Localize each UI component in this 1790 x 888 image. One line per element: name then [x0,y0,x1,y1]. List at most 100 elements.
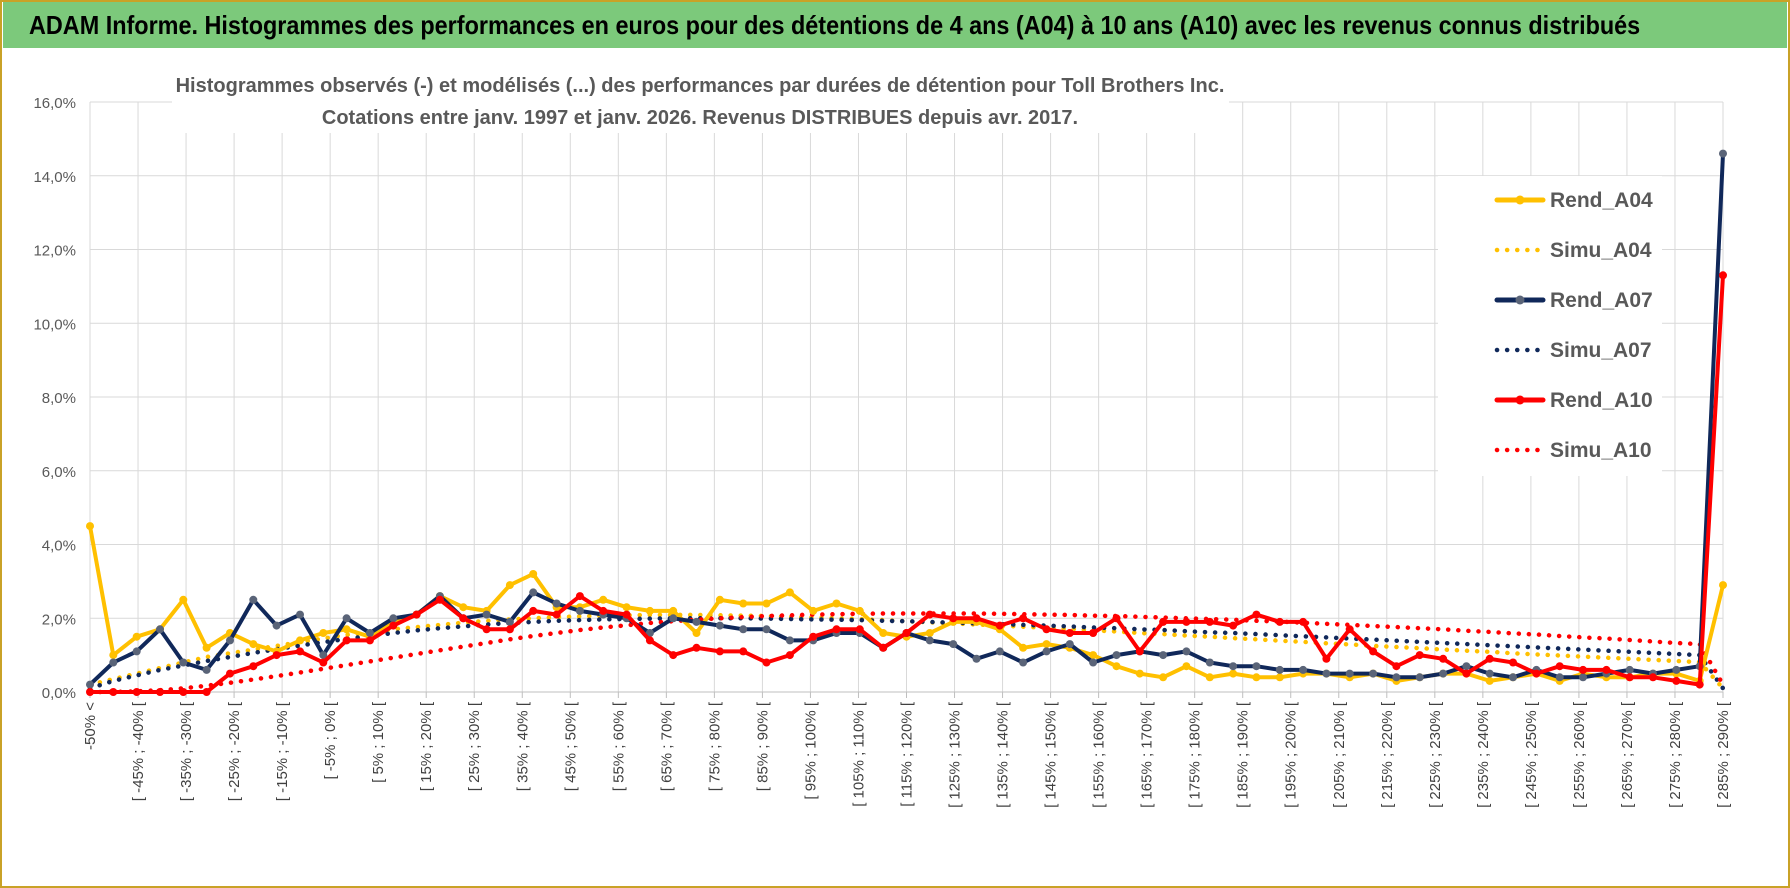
data-point-rend-a07 [1415,673,1424,682]
data-point-rend-a07 [296,610,304,619]
data-point-rend-a07 [132,647,141,656]
data-point-rend-a10 [1112,614,1121,623]
data-point-rend-a04 [529,570,538,578]
legend-label: Rend_A04 [1550,189,1653,212]
x-tick-label: [ 165% ; 170% [ [1139,701,1156,808]
data-point-rend-a07 [715,621,724,630]
data-point-rend-a07 [1719,149,1727,158]
y-axis: 0,0% 2,0% 4,0% 6,0% 8,0% 10,0% 12,0% 14,0% 16,0% [33,95,76,702]
y-tick-label: 8,0% [42,390,76,407]
data-point-rend-a07 [995,647,1004,656]
x-tick-label: [ 155% ; 160% [ [1091,701,1108,808]
data-point-rend-a04 [1252,673,1261,682]
legend-label: Simu_A04 [1550,239,1652,262]
data-point-rend-a07 [1369,669,1378,678]
data-point-rend-a07 [1205,658,1214,667]
x-tick-label: [ 125% ; 130% [ [947,701,964,808]
data-point-rend-a07 [1672,665,1681,674]
legend: Rend_A04 Simu_A04 Rend_A07 Simu_A07 Rend_A10… [1494,189,1653,462]
data-point-rend-a10 [1649,673,1657,682]
x-tick-label: [ 15% ; 20% [ [418,701,435,791]
data-point-rend-a10 [1462,669,1471,678]
data-point-rend-a07 [342,614,351,623]
data-point-rend-a07 [156,625,164,634]
data-point-rend-a07 [762,625,771,634]
data-point-rend-a10 [1205,617,1214,626]
data-point-rend-a10 [669,651,678,660]
data-point-rend-a07 [972,654,981,663]
y-tick-label: 4,0% [42,538,76,555]
data-point-rend-a04 [669,606,678,615]
data-point-rend-a10 [435,595,444,604]
x-tick-label: [ 25% ; 30% [ [466,701,483,791]
data-point-rend-a07 [1182,647,1191,656]
legend-label: Simu_A10 [1550,439,1652,462]
data-point-rend-a10 [319,658,328,667]
data-point-rend-a04 [1112,662,1121,671]
x-tick-label: [ 285% ; 290% [ [1715,701,1732,808]
data-point-rend-a10 [249,662,258,671]
data-point-rend-a07 [669,614,678,623]
legend-label: Simu_A07 [1550,339,1652,362]
data-point-rend-a04 [809,606,818,615]
data-point-rend-a10 [1719,271,1727,280]
data-point-rend-a10 [365,636,374,645]
chart-title: Histogrammes observés (-) et modélisés (… [176,75,1225,97]
data-point-rend-a04 [1159,673,1168,682]
data-point-rend-a10 [832,625,841,634]
data-point-rend-a07 [1392,673,1401,682]
data-point-rend-a10 [692,643,701,652]
data-point-rend-a10 [202,688,211,696]
data-point-rend-a10 [389,621,398,630]
data-point-rend-a10 [226,669,234,678]
data-point-rend-a07 [365,629,374,637]
data-point-rend-a10 [1439,654,1448,663]
x-tick-label: [ -35% ; -30% [ [178,701,195,801]
series-line-simu-a10 [87,611,1726,695]
data-point-rend-a10 [855,625,864,634]
data-point-rend-a10 [575,592,584,601]
data-point-rend-a10 [1415,651,1424,660]
title-background [172,66,1229,133]
data-point-rend-a10 [1672,676,1681,685]
series [86,149,1727,696]
data-point-rend-a07 [272,621,281,630]
data-point-rend-a10 [645,636,654,645]
legend-background [1438,176,1662,476]
x-tick-label: [ -25% ; -20% [ [226,701,243,801]
data-point-rend-a10 [1159,617,1168,626]
report-header: ADAM Informe. Histogrammes des performan… [3,2,1787,48]
y-tick-label: 16,0% [33,95,76,112]
data-point-rend-a10 [1392,662,1401,671]
data-point-rend-a10 [949,614,958,623]
y-tick-label: 14,0% [33,169,76,186]
data-point-rend-a07 [785,636,794,645]
data-point-rend-a10 [1135,647,1144,656]
x-tick-label: [ 185% ; 190% [ [1235,701,1252,808]
data-point-rend-a10 [459,614,468,623]
data-point-rend-a07 [1462,662,1471,671]
x-tick-label: [ 95% ; 100% [ [802,701,819,799]
data-point-rend-a04 [1089,651,1098,660]
data-point-rend-a07 [249,595,258,604]
data-point-rend-a04 [202,643,211,652]
x-tick-label: [ 265% ; 270% [ [1619,701,1636,808]
x-tick-label: [ 65% ; 70% [ [658,701,675,791]
x-tick-label: [ 255% ; 260% [ [1571,701,1588,808]
data-point-rend-a04 [879,629,888,637]
data-point-rend-a10 [599,606,608,615]
data-point-rend-a10 [1322,654,1331,663]
data-point-rend-a07 [179,658,188,667]
data-point-rend-a07 [505,617,514,626]
data-point-rend-a07 [1485,669,1494,678]
data-point-rend-a04 [505,581,514,590]
data-point-rend-a07 [552,599,561,608]
data-point-rend-a04 [645,606,654,615]
data-point-rend-a10 [1345,625,1354,634]
data-point-rend-a10 [1275,617,1284,626]
x-tick-label: [ 175% ; 180% [ [1187,701,1204,808]
legend-label: Rend_A10 [1550,389,1653,412]
data-point-rend-a07 [1019,658,1028,667]
data-point-rend-a10 [1299,617,1308,626]
data-point-rend-a07 [86,680,94,689]
